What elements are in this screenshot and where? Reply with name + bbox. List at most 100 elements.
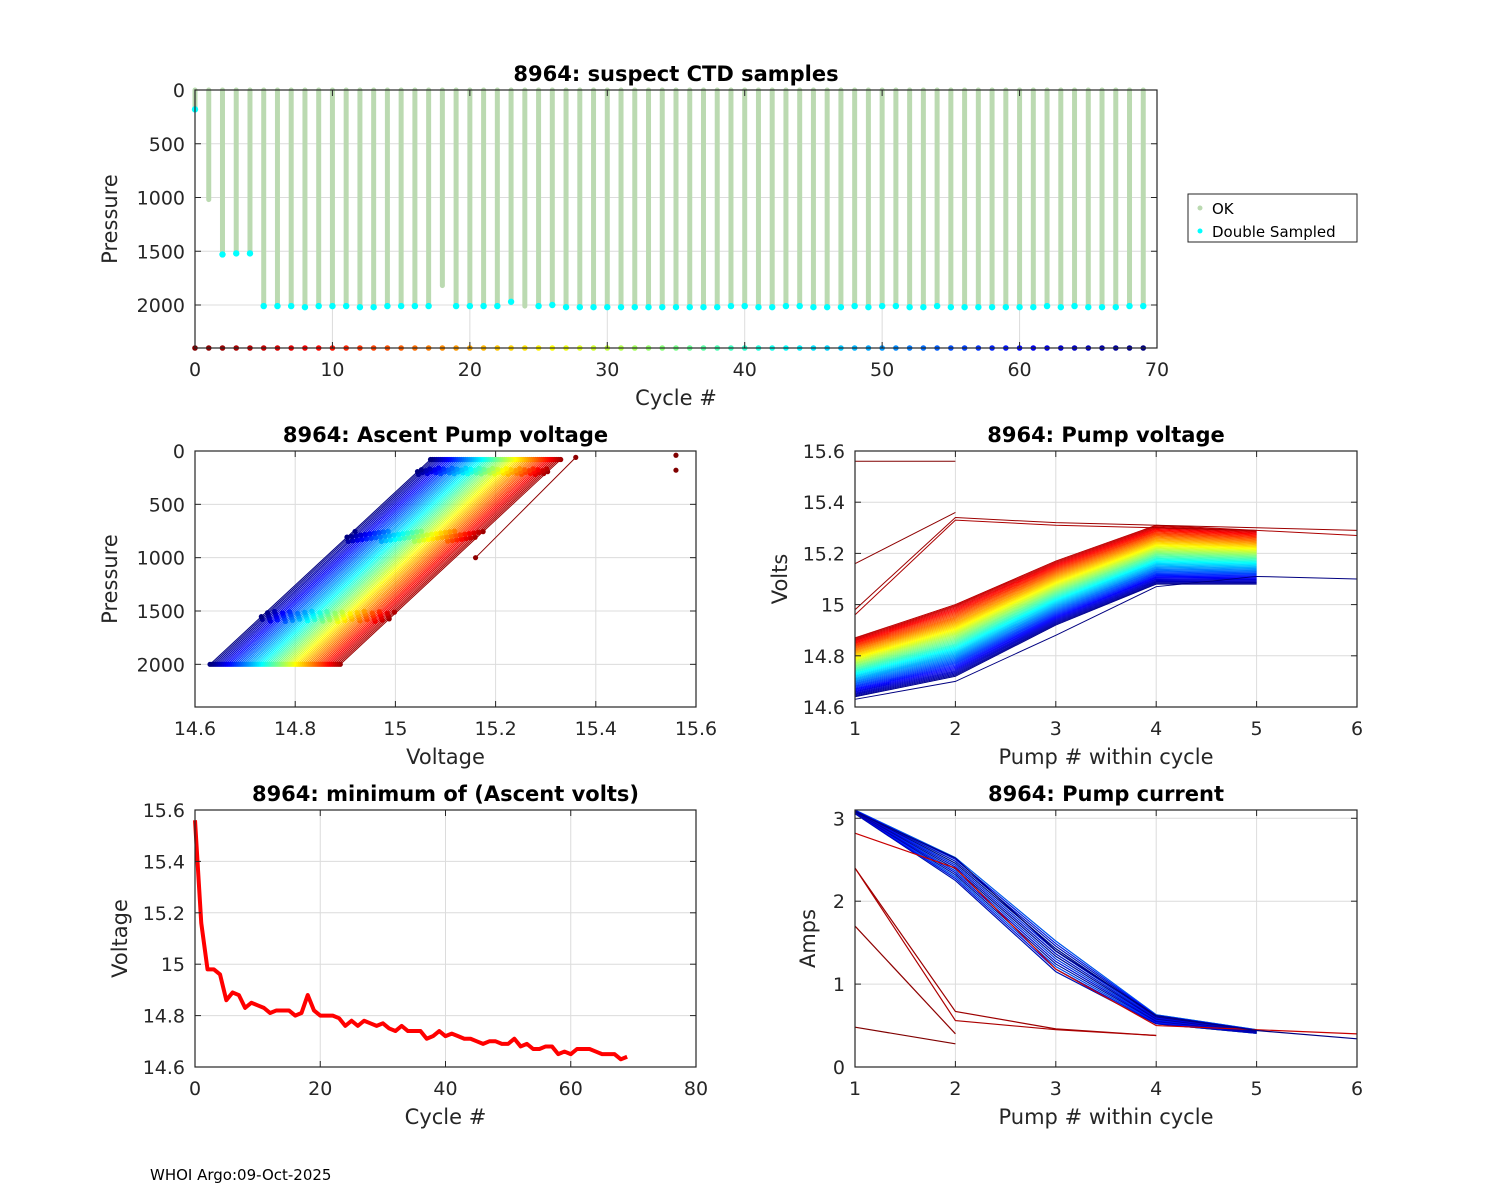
double-sampled-point [342,302,350,310]
pump-point [459,467,465,473]
pump-point [395,531,402,538]
cycle-line [285,459,507,665]
pump-point [490,465,496,472]
double-sampled-point [727,302,735,310]
pump-point [467,466,474,472]
double-sampled-point [246,250,254,257]
pump-point [353,533,359,539]
cycle-line [854,560,1257,675]
double-sampled-point [466,302,474,310]
double-sampled-point [1098,303,1106,311]
chart-title: 8964: Pump voltage [987,423,1225,447]
x-tick-label: 6 [1351,718,1363,740]
pump-point [418,528,424,534]
chart-ctd: 0 10 20 30 40 50 60 70 0 500 1000 1500 2000 8964: sus… [98,62,1358,410]
x-tick-label: 3 [1050,1078,1062,1100]
pump-point [526,468,532,474]
pump-point [386,533,392,539]
legend-label: OK [1212,200,1235,218]
y-tick-label: 0 [833,1057,845,1079]
pump-point [361,608,367,614]
cycle-line [854,559,1257,674]
double-sampled-point [535,302,542,310]
y-tick-label: 1000 [137,188,185,210]
pump-point [411,538,418,544]
pump-point [503,466,509,472]
cycle-line [854,525,1257,640]
pump-point [472,467,478,473]
cycle-line [854,811,1257,1033]
double-sampled-point [823,303,831,311]
cycle-line [854,553,1257,667]
pump-point [302,609,308,615]
pump-point [367,531,373,537]
pump-point [494,466,501,473]
cycle-line [854,568,1257,683]
pump-point [448,533,454,539]
y-tick-label: 15.2 [143,903,185,925]
y-tick-label: 2000 [137,295,185,317]
cycle-line [854,572,1257,687]
pump-point [363,536,370,542]
x-tick-label: 0 [189,1078,201,1100]
y-tick-label: 15.2 [803,543,845,565]
double-sampled-point [1140,302,1147,310]
cycle-line [854,812,1257,1034]
cycle-line [854,539,1257,654]
y-axis-label: Pressure [98,534,122,624]
plot-area [191,87,1147,351]
pump-point [354,537,360,543]
x-tick-label: 15.2 [474,718,516,740]
pump-point [425,536,431,542]
double-sampled-point [920,303,927,311]
double-sampled-point [219,251,226,258]
y-tick-label: 3 [833,808,845,830]
y-axis-label: Amps [796,909,820,968]
pump-point [391,609,398,615]
cycle-line [281,459,503,665]
y-tick-label: 1000 [137,548,185,570]
cycle-line [854,564,1257,678]
double-sampled-point [590,303,597,311]
double-sampled-point [356,303,364,311]
pump-point [362,531,368,538]
double-sampled-point [741,302,748,310]
double-sampled-point [1071,302,1078,310]
cycle-line [266,459,488,665]
cycle-line [854,812,1257,1033]
pump-point [673,452,679,458]
cycle-line [854,574,1257,689]
pump-point [423,468,429,474]
cycle-line [854,832,1358,1035]
cycle-line [854,579,1257,693]
x-tick-label: 3 [1050,718,1062,740]
cycle-line [854,541,1257,655]
cycle-line [854,562,1257,677]
pump-point [421,537,427,543]
pump-point [433,531,439,537]
cycle-line [854,511,956,565]
cycle-line [854,545,1257,660]
cycle-line [854,566,1257,680]
double-sampled-point [1002,303,1010,311]
pump-point [530,466,536,472]
double-sampled-point [947,303,955,311]
legend-marker [1197,205,1203,211]
pump-point [438,530,444,536]
pump-point [463,535,469,542]
double-sampled-point [301,303,309,311]
plot-area [193,820,628,1062]
pump-point [453,532,459,539]
x-axis-label: Cycle # [635,386,717,410]
cycle-line [854,532,1257,646]
double-sampled-point [755,303,762,311]
x-tick-label: 4 [1150,718,1162,740]
cycle-line [854,573,1257,688]
pump-point [475,529,482,535]
pump-point [414,529,420,535]
double-sampled-point [411,302,419,310]
double-sampled-point [288,302,295,310]
pump-point [317,610,323,616]
pump-point [339,609,345,615]
